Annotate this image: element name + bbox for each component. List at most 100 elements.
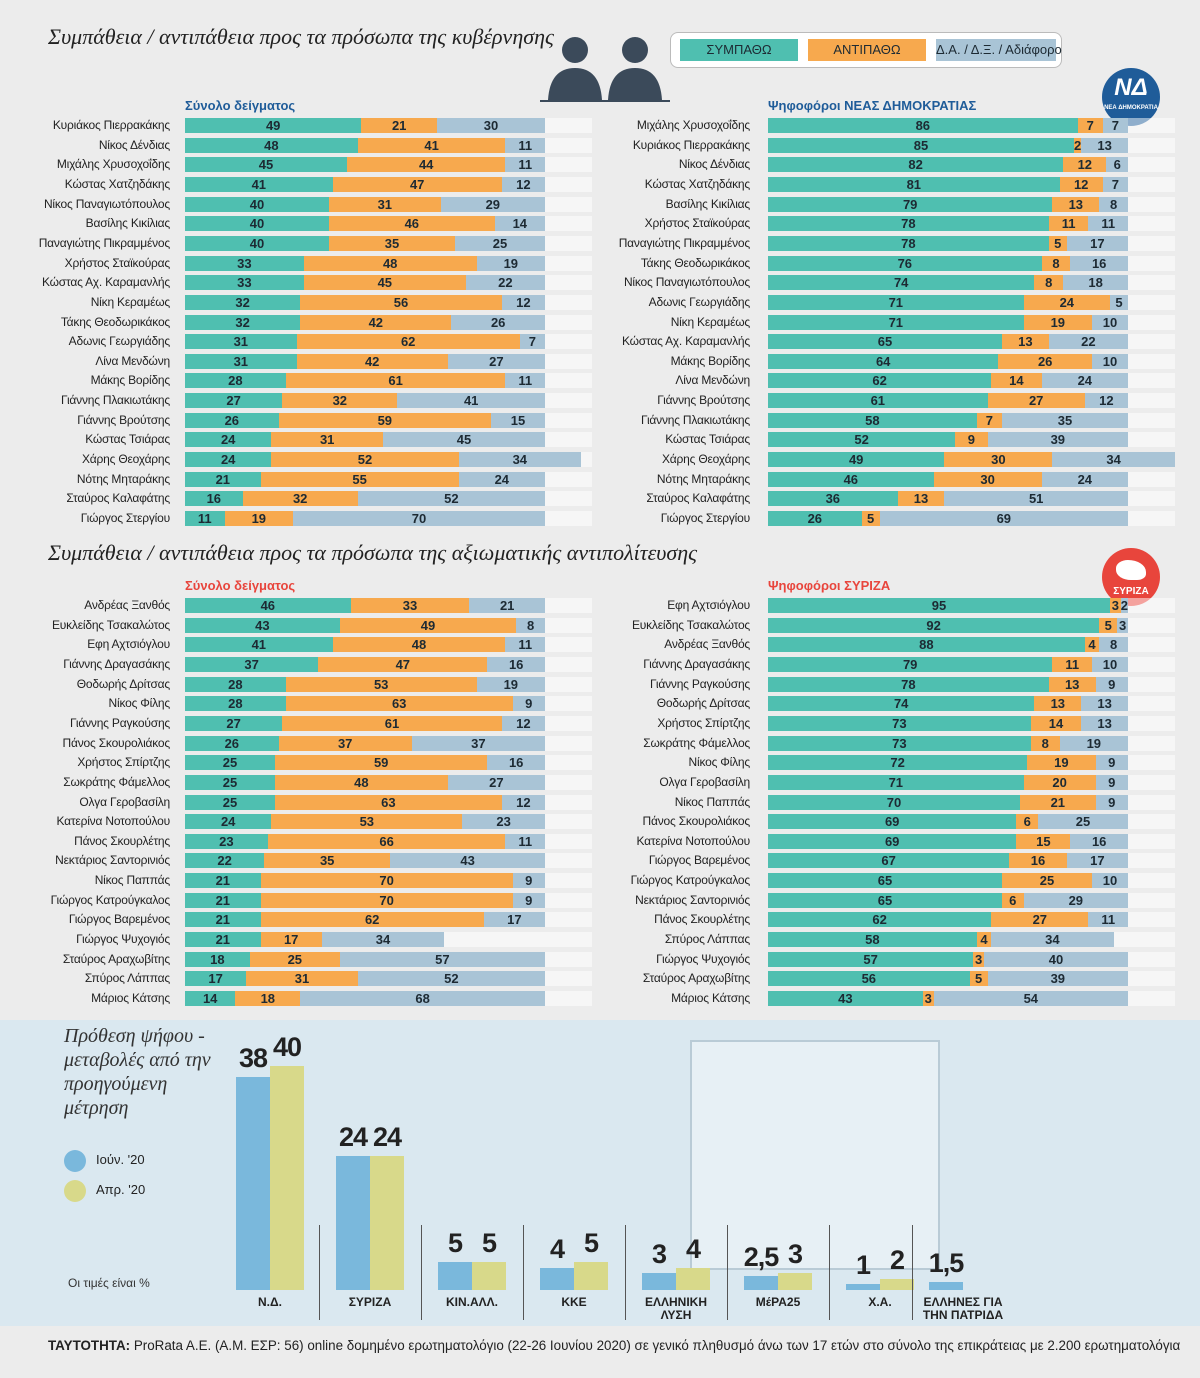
bar-segment <box>185 617 340 633</box>
bar <box>880 1278 914 1290</box>
bar-segment <box>768 774 1024 790</box>
value-label: 37 <box>337 735 353 751</box>
bar-segment <box>861 511 880 526</box>
bar-segment <box>285 676 477 692</box>
category-label: Χρήστος Σταϊκούρας <box>64 255 171 270</box>
value-label: 16 <box>1091 255 1107 271</box>
value-label: 25 <box>222 794 238 810</box>
value-label: 5 <box>866 511 875 526</box>
bar <box>846 1284 880 1290</box>
category-label: Αδωνις Γεωργιάδης <box>648 294 751 309</box>
value-label: 13 <box>1018 334 1033 350</box>
value-label: 78 <box>901 235 916 251</box>
category-label: Νίκος Δένδιας <box>98 137 170 152</box>
bar-segment <box>768 314 1024 330</box>
bar-segment <box>185 794 275 810</box>
bar-segment <box>1041 255 1071 271</box>
bar-segment <box>282 393 398 409</box>
bar-segment <box>462 814 545 830</box>
bar-segment <box>973 951 984 967</box>
value-label: 81 <box>906 176 922 192</box>
bar-segment <box>976 932 992 948</box>
category-label: Ολγα Γεροβασίλη <box>79 794 170 809</box>
bar-segment <box>339 951 545 967</box>
value-label: 41 <box>463 393 479 409</box>
bar <box>270 1066 304 1290</box>
value-label: 42 <box>368 314 384 330</box>
value-label: 11 <box>197 511 212 526</box>
bar-segment <box>1066 235 1128 251</box>
value-label: 21 <box>391 118 407 133</box>
bar-segment <box>501 294 545 310</box>
value-label: 17 <box>1090 235 1105 251</box>
category-label: Σπύρος Λάππας <box>664 932 750 947</box>
value-label: 46 <box>404 216 420 232</box>
bar-segment <box>505 637 545 653</box>
value-label: 21 <box>215 932 231 948</box>
bar-segment <box>300 991 545 1006</box>
value-label: 65 <box>877 334 893 350</box>
bar <box>472 1262 506 1290</box>
bar-segment <box>235 991 301 1006</box>
value-label: 24 <box>1077 373 1093 389</box>
value-label: 8 <box>1041 735 1049 751</box>
bar-segment <box>1009 853 1067 869</box>
bar-segment <box>185 696 286 712</box>
bar-segment <box>768 452 945 468</box>
value-label: 14 <box>512 216 528 232</box>
value-label: 72 <box>890 755 905 771</box>
value-label: 9 <box>525 892 533 908</box>
bar-segment <box>185 637 333 653</box>
value-label: 2 <box>1073 137 1082 153</box>
bar-segment <box>768 617 1100 633</box>
bar-segment <box>519 334 545 350</box>
value-label: 32 <box>292 491 308 507</box>
value-label: 9 <box>1108 676 1116 692</box>
value-label: 5 <box>447 1228 463 1258</box>
category-label: Γιάννης Πλακιωτάκης <box>641 412 750 427</box>
value-label: 27 <box>226 715 241 731</box>
value-label: 33 <box>402 598 418 613</box>
value-label: 45 <box>456 432 472 448</box>
category-label: Πάνος Σκουρολιάκος <box>642 814 751 829</box>
bar-segment <box>768 735 1031 751</box>
people-icon <box>540 37 670 102</box>
value-label: 4 <box>549 1233 565 1264</box>
bar-segment <box>282 715 502 731</box>
bar-segment <box>768 814 1017 830</box>
category-label: ΜέΡΑ25 <box>755 1295 801 1309</box>
bar-segment <box>357 491 545 507</box>
bar-segment <box>1016 814 1038 830</box>
value-label: 95 <box>931 598 947 613</box>
value-label: 41 <box>251 176 267 192</box>
bar-segment <box>1016 833 1071 849</box>
bar-segment <box>185 255 304 271</box>
bar-segment <box>1102 118 1128 133</box>
bar <box>336 1155 370 1290</box>
value-label: 19 <box>503 676 519 692</box>
value-label: 22 <box>498 275 513 291</box>
bar-segment <box>447 353 545 369</box>
value-label: 30 <box>980 471 995 487</box>
value-label: 34 <box>375 932 391 948</box>
value-label: 5 <box>481 1228 497 1258</box>
bar-segment <box>260 912 484 928</box>
value-label: 27 <box>226 393 241 409</box>
value-label: 62 <box>364 912 380 928</box>
bar <box>574 1262 608 1290</box>
value-label: 71 <box>888 294 904 310</box>
bar-segment <box>1099 196 1128 212</box>
value-label: 24 <box>220 432 236 448</box>
value-label: 9 <box>1108 794 1116 810</box>
bar-segment <box>768 971 970 987</box>
value-label: 16 <box>508 656 524 672</box>
bar-segment <box>1117 617 1128 633</box>
value-label: 57 <box>435 951 450 967</box>
bar-segment <box>332 637 506 653</box>
value-label: 40 <box>272 1032 302 1062</box>
value-label: 15 <box>1036 833 1051 849</box>
footer-label: ΤΑΥΤΟΤΗΤΑ: <box>48 1338 131 1353</box>
value-label: 63 <box>391 696 407 712</box>
value-label: 24 <box>338 1121 368 1152</box>
bar-segment <box>185 118 362 133</box>
